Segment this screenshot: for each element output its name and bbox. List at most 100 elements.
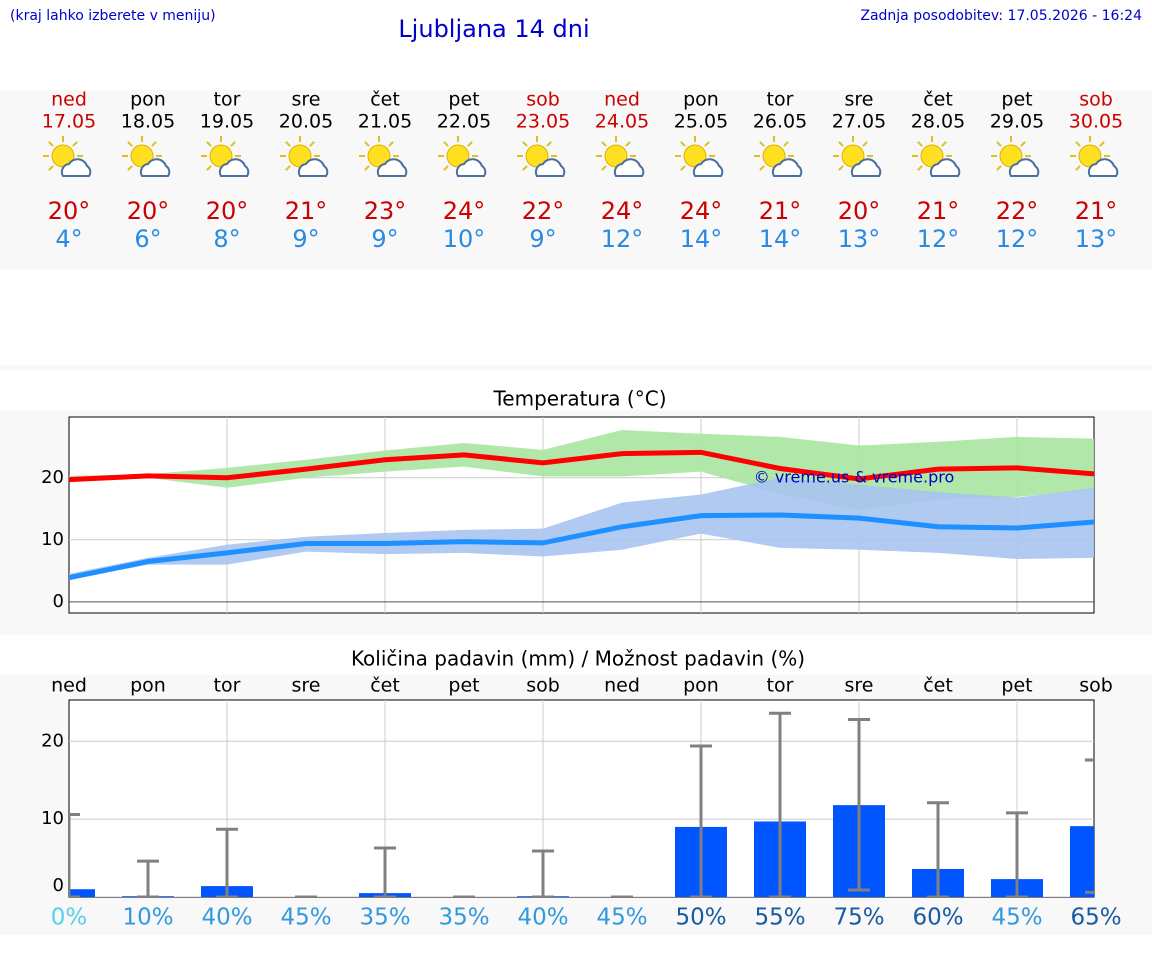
min-temp: 8° (213, 225, 240, 253)
error-bar (927, 801, 949, 897)
cloud (850, 158, 882, 177)
max-temp: 20° (127, 197, 170, 225)
y-tick-label: 20 (41, 730, 64, 751)
day-label: sre (292, 675, 321, 697)
probability: 35% (438, 905, 489, 931)
update-time: Zadnja posodobitev: 17.05.2026 - 16:24 (860, 8, 1142, 24)
sun-ray (862, 141, 868, 147)
day-date: 19.05 (200, 111, 254, 133)
sun-ray (941, 141, 947, 147)
sun-ray (443, 141, 449, 147)
day-date: 21.05 (358, 111, 412, 133)
cloud (455, 158, 487, 177)
weather-icon (517, 136, 566, 177)
day-label: pon (683, 675, 719, 697)
cloud (139, 158, 171, 177)
sun-ray (1099, 141, 1105, 147)
min-temp: 9° (292, 225, 319, 253)
error-bar (69, 812, 80, 897)
error-bar (532, 849, 554, 897)
day-label: ned (604, 675, 640, 697)
watermark: © vreme.us & vreme.pro (754, 468, 955, 487)
probability: 55% (754, 905, 805, 931)
max-temp: 21° (285, 197, 328, 225)
day-name: pon (683, 89, 719, 111)
sun-ray (601, 165, 607, 171)
max-temp: 24° (680, 197, 723, 225)
sun-ray (783, 141, 789, 147)
day-name: sre (292, 89, 321, 111)
sun-ray (364, 165, 370, 171)
weather-icon (280, 136, 329, 177)
day-date: 29.05 (990, 111, 1044, 133)
probability: 45% (280, 905, 331, 931)
max-temp: 20° (48, 197, 91, 225)
probability: 40% (517, 905, 568, 931)
day-label: pet (1001, 675, 1032, 697)
probability: 35% (359, 905, 410, 931)
sun-ray (127, 165, 133, 171)
weather-icon (596, 136, 645, 177)
day-label: čet (923, 675, 953, 697)
sun-ray (917, 165, 923, 171)
sun-ray (625, 141, 631, 147)
cloud (1087, 158, 1119, 177)
cloud (771, 158, 803, 177)
day-date: 28.05 (911, 111, 965, 133)
day-label: pet (448, 675, 479, 697)
sun-ray (759, 141, 765, 147)
day-label: tor (767, 675, 794, 697)
sun-ray (601, 141, 607, 147)
min-temp: 9° (529, 225, 556, 253)
probability: 75% (833, 905, 884, 931)
probability: 50% (675, 905, 726, 931)
error-bar (374, 846, 396, 897)
day-name: ned (604, 89, 640, 111)
forecast-band (0, 90, 1152, 270)
weather-icon (991, 136, 1040, 177)
error-bar (690, 744, 712, 897)
sun-ray (996, 165, 1002, 171)
sun-ray (467, 141, 473, 147)
cloud (60, 158, 92, 177)
precip-marks (69, 700, 1094, 897)
day-date: 25.05 (674, 111, 728, 133)
min-temp: 10° (443, 225, 486, 253)
cloud (929, 158, 961, 177)
day-label: sre (845, 675, 874, 697)
day-label: sob (526, 675, 560, 697)
cloud (1008, 158, 1040, 177)
min-temp: 12° (917, 225, 960, 253)
day-date: 18.05 (121, 111, 175, 133)
sun-ray (364, 141, 370, 147)
sun-ray (704, 141, 710, 147)
y-tick-label: 0 (53, 591, 64, 612)
probability: 45% (596, 905, 647, 931)
weather-icon (43, 136, 92, 177)
day-date: 24.05 (595, 111, 649, 133)
weather-icon (201, 136, 250, 177)
y-tick-label: 10 (41, 808, 64, 829)
day-name: sre (845, 89, 874, 111)
menu-note: (kraj lahko izberete v meniju) (10, 8, 216, 24)
y-tick-label: 10 (41, 529, 64, 550)
error-bar (137, 859, 159, 897)
max-temp: 20° (206, 197, 249, 225)
sun-ray (206, 165, 212, 171)
page-title: Ljubljana 14 dni (398, 15, 589, 43)
sun-ray (838, 141, 844, 147)
sun-ray (443, 165, 449, 171)
min-temp: 12° (996, 225, 1039, 253)
sun-ray (151, 141, 157, 147)
day-name: pet (1001, 89, 1032, 111)
weather-icon (754, 136, 803, 177)
day-label: pon (130, 675, 166, 697)
sun-ray (48, 165, 54, 171)
y-tick-label: 0 (53, 875, 64, 896)
cloud (218, 158, 250, 177)
sun-ray (1075, 165, 1081, 171)
min-temp: 9° (371, 225, 398, 253)
error-bar (1006, 811, 1028, 897)
sun-ray (759, 165, 765, 171)
weather-icon (675, 136, 724, 177)
